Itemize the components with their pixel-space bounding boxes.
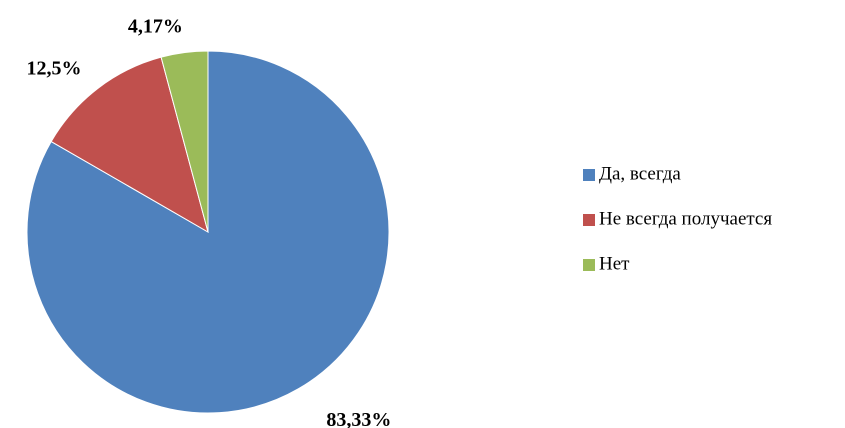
legend-swatch [583,259,595,271]
data-label: 4,17% [128,16,183,38]
legend-label: Да, всегда [599,163,681,184]
legend-label: Не всегда получается [599,208,772,229]
legend-swatch [583,214,595,226]
pie-slice [50,56,209,234]
legend-swatch [583,169,595,181]
data-label: 83,33% [326,409,391,428]
legend-label: Нет [599,253,630,274]
pie-slice [160,50,209,233]
data-label: 12,5% [27,58,82,80]
